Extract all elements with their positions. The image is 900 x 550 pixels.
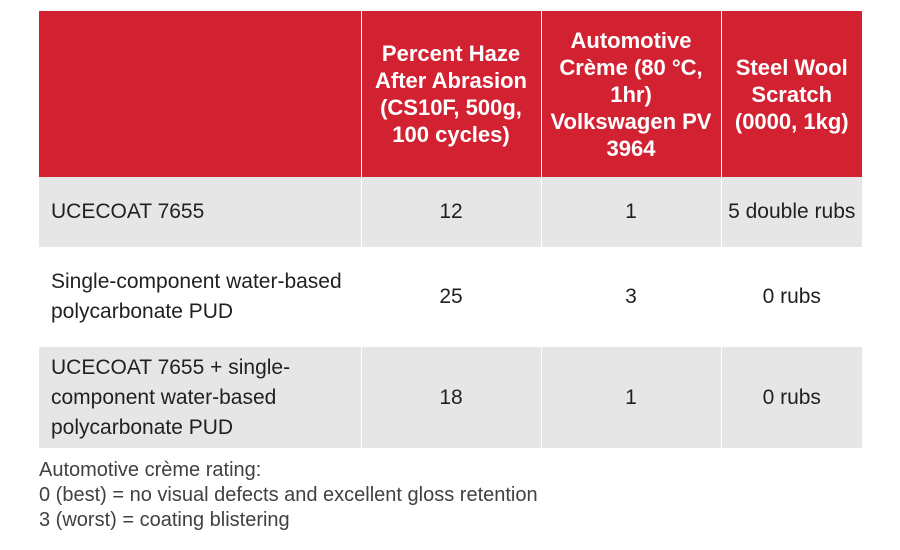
scratch-cell: 0 rubs <box>720 247 862 347</box>
header-steel-wool-scratch: Steel Wool Scratch (0000, 1kg) <box>720 11 862 177</box>
scratch-cell: 5 double rubs <box>720 177 862 247</box>
footnote-best: 0 (best) = no visual defects and excelle… <box>39 484 538 506</box>
haze-cell: 25 <box>360 247 541 347</box>
creme-cell: 3 <box>540 247 721 347</box>
footnote-title: Automotive crème rating: <box>39 459 262 481</box>
header-automotive-creme: Automotive Crème (80 °C, 1hr) Volkswagen… <box>540 11 721 177</box>
footnote-worst: 3 (worst) = coating blistering <box>39 509 290 531</box>
table-row: UCECOAT 7655 + single-component water-ba… <box>39 347 862 448</box>
haze-cell: 12 <box>360 177 541 247</box>
scratch-cell: 0 rubs <box>720 347 862 448</box>
footnote: Automotive crème rating: 0 (best) = no v… <box>39 458 859 533</box>
header-empty-cell <box>39 11 361 177</box>
table-header-row: Percent Haze After Abrasion (CS10F, 500g… <box>39 11 862 177</box>
haze-cell: 18 <box>360 347 541 448</box>
table-row: Single-component water-based polycarbona… <box>39 247 862 347</box>
comparison-table: Percent Haze After Abrasion (CS10F, 500g… <box>39 11 862 448</box>
table-row: UCECOAT 7655 12 1 5 double rubs <box>39 177 862 247</box>
creme-cell: 1 <box>540 177 721 247</box>
row-name-cell: UCECOAT 7655 <box>39 177 361 247</box>
creme-cell: 1 <box>540 347 721 448</box>
row-name-cell: Single-component water-based polycarbona… <box>39 247 361 347</box>
row-name-cell: UCECOAT 7655 + single-component water-ba… <box>39 347 361 448</box>
header-percent-haze: Percent Haze After Abrasion (CS10F, 500g… <box>360 11 541 177</box>
